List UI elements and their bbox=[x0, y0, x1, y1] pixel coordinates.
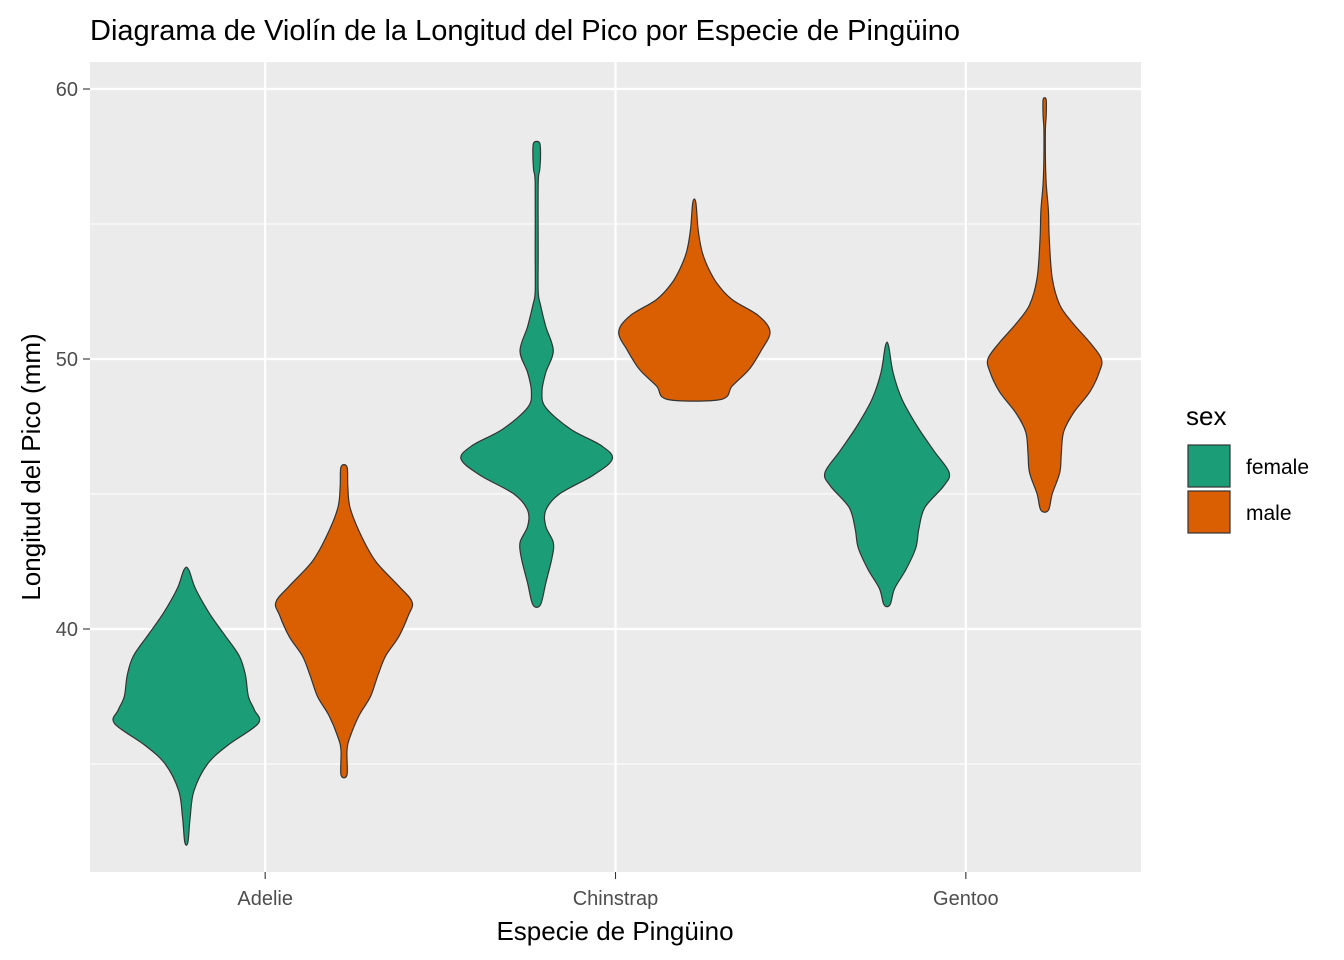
violin-chinstrap-male bbox=[618, 198, 771, 402]
legend-entries: female male bbox=[1187, 444, 1309, 534]
violin-layer bbox=[112, 97, 1103, 846]
grid-major bbox=[90, 62, 1141, 872]
y-tick-label: 50 bbox=[56, 349, 78, 371]
legend: sex female male bbox=[1186, 401, 1309, 534]
x-axis: Adelie Chinstrap Gentoo bbox=[237, 872, 999, 910]
legend-key-male bbox=[1187, 490, 1231, 534]
violin-chinstrap-female bbox=[460, 140, 614, 608]
x-tick-label: Gentoo bbox=[933, 888, 999, 910]
violin-gentoo-female bbox=[823, 341, 951, 608]
violin-adelie-female bbox=[112, 566, 261, 846]
legend-title: sex bbox=[1186, 401, 1226, 431]
violin-gentoo-male bbox=[986, 97, 1103, 513]
y-axis: 40 50 60 bbox=[56, 79, 90, 641]
y-tick-label: 60 bbox=[56, 79, 78, 101]
legend-key-female bbox=[1187, 444, 1231, 488]
chart-title: Diagrama de Violín de la Longitud del Pi… bbox=[90, 15, 960, 47]
legend-label-female: female bbox=[1246, 456, 1309, 479]
y-tick-label: 40 bbox=[56, 619, 78, 641]
x-tick-label: Adelie bbox=[237, 888, 293, 910]
x-axis-title: Especie de Pingüino bbox=[496, 916, 733, 946]
x-tick-label: Chinstrap bbox=[573, 888, 659, 910]
legend-label-male: male bbox=[1246, 502, 1292, 525]
violin-adelie-male bbox=[274, 464, 414, 779]
y-axis-title: Longitud del Pico (mm) bbox=[16, 333, 46, 600]
